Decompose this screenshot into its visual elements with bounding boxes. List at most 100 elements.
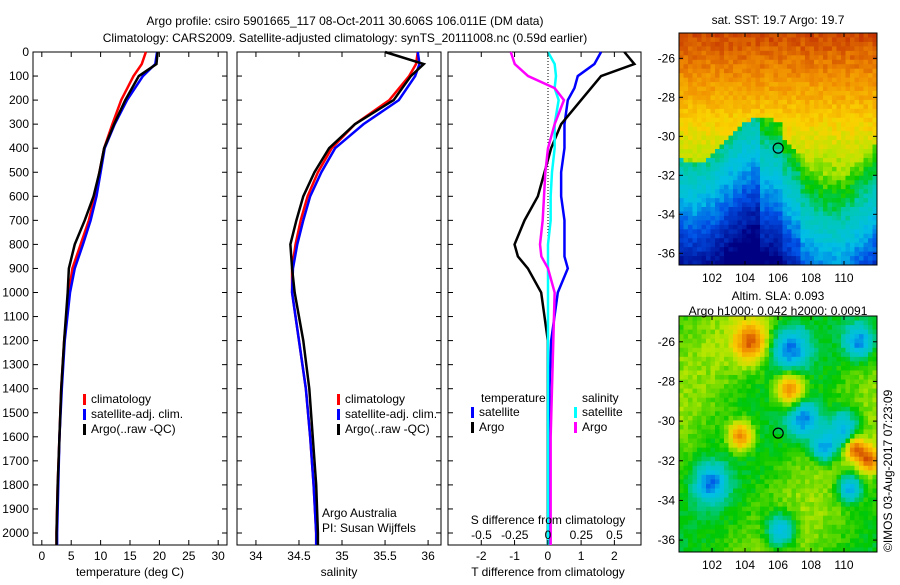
sla-map-pixel (728, 542, 734, 548)
sst-map-pixel (737, 68, 743, 74)
sla-map-pixel (818, 411, 824, 417)
sst-map-pixel (688, 260, 693, 266)
sst-map-pixel (733, 215, 738, 221)
sst-map-pixel (863, 260, 869, 266)
sla-map-pixel (769, 493, 774, 499)
sst-map-pixel (746, 224, 752, 230)
sst-map-pixel (728, 198, 734, 204)
sst-map-pixel (728, 91, 734, 96)
sst-map-pixel (796, 175, 801, 181)
sla-map-pixel (863, 415, 869, 421)
sla-map-pixel (755, 316, 761, 322)
sst-map-pixel (868, 86, 873, 92)
sst-map-pixel (773, 33, 779, 38)
sst-map-pixel (791, 46, 797, 52)
sla-map-pixel (733, 320, 738, 326)
sla-map-pixel (742, 325, 747, 331)
sla-map-pixel (850, 411, 855, 417)
sla-map-pixel (796, 370, 801, 376)
sst-map-pixel (854, 82, 860, 88)
sst-map-pixel (787, 202, 792, 208)
sst-map-pixel (715, 260, 720, 266)
sla-map-pixel (737, 397, 743, 403)
sst-map-pixel (683, 82, 689, 88)
sla-map-pixel (769, 447, 774, 453)
sla-map-pixel (746, 483, 752, 489)
sla-map-pixel (814, 397, 819, 403)
sla-map-pixel (746, 542, 752, 548)
sst-map-pixel (692, 95, 698, 101)
sst-map-pixel (827, 135, 833, 141)
sst-map-pixel (746, 68, 752, 74)
sla-map-pixel (800, 497, 806, 503)
sst-map-pixel (697, 251, 702, 257)
sst-map-pixel (836, 224, 842, 230)
sst-map-pixel (688, 184, 693, 190)
sst-map-pixel (800, 238, 806, 244)
sst-map-pixel (773, 189, 779, 195)
sla-map-pixel (850, 320, 855, 326)
sst-map-pixel (679, 122, 684, 128)
sla-map-pixel (805, 424, 810, 430)
sla-map-pixel (782, 406, 788, 412)
sla-map-pixel (760, 538, 765, 544)
sst-map-pixel (827, 157, 833, 163)
sla-map-pixel (872, 338, 878, 344)
sst-map-pixel (859, 202, 864, 208)
sst-map-pixel (841, 166, 846, 172)
sla-map-pixel (697, 406, 702, 412)
salinity-line-argo-raw-qc- (289, 50, 427, 546)
sla-map-pixel (818, 470, 824, 476)
sla-map-pixel (805, 461, 810, 467)
sla-map-pixel (823, 325, 828, 331)
sst-map-pixel (800, 82, 806, 88)
sst-map-pixel (778, 99, 783, 105)
sst-map-pixel (755, 157, 761, 163)
sla-map-pixel (778, 542, 783, 548)
sst-map-pixel (796, 242, 801, 248)
sst-map-pixel (701, 175, 707, 181)
sla-map-pixel (719, 429, 725, 435)
sla-map-pixel (742, 529, 747, 535)
sla-map-pixel (760, 316, 765, 322)
sla-map-pixel (868, 520, 873, 526)
sst-map-pixel (787, 184, 792, 190)
sst-map-pixel (701, 233, 707, 239)
sst-map-pixel (715, 144, 720, 150)
sst-map-pixel (769, 99, 774, 105)
sst-map-pixel (836, 220, 842, 226)
sla-map-pixel (778, 365, 783, 371)
sla-map-pixel (751, 434, 756, 440)
sst-map-pixel (751, 175, 756, 181)
sla-map-pixel (800, 402, 806, 408)
sst-map-pixel (697, 122, 702, 128)
sst-map-pixel (841, 64, 846, 70)
sla-map-pixel (800, 379, 806, 385)
sst-map-pixel (742, 211, 747, 217)
sst-map-pixel (737, 86, 743, 92)
sst-map-pixel (760, 233, 765, 239)
sla-map-pixel (701, 415, 707, 421)
sla-map-pixel (850, 397, 855, 403)
sst-map-pixel (787, 77, 792, 83)
sla-map-pixel (814, 529, 819, 535)
sst-map-pixel (706, 202, 711, 208)
sla-map-pixel (868, 474, 873, 480)
sst-map-pixel (863, 229, 869, 235)
sla-map-pixel (715, 406, 720, 412)
sla-map-pixel (760, 361, 765, 367)
sst-map-pixel (805, 193, 810, 199)
sla-map-pixel (796, 470, 801, 476)
sla-map-pixel (746, 329, 752, 335)
sst-map-pixel (845, 207, 851, 212)
sla-map-pixel (796, 547, 801, 553)
sst-map-pixel (742, 153, 747, 159)
sst-map-pixel (782, 242, 788, 248)
sla-map-pixel (764, 397, 770, 403)
sst-map-pixel (728, 55, 734, 61)
sst-map-pixel (809, 37, 815, 43)
sla-map-pixel (787, 483, 792, 489)
sst-map-pixel (800, 99, 806, 105)
sst-map-pixel (872, 126, 878, 132)
